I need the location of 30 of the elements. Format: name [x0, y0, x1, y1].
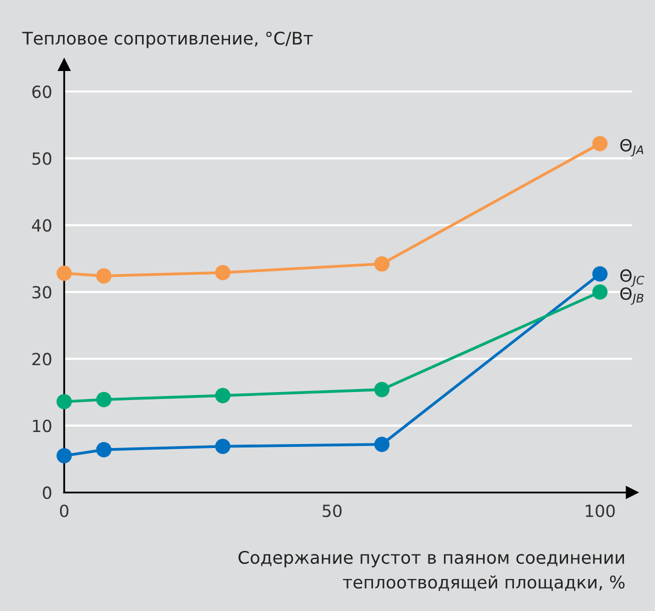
x-axis-title: Содержание пустот в паяном соединении теплоотводящей площадки, %: [238, 550, 625, 591]
y-tick-label: 30: [32, 286, 52, 299]
point: [215, 264, 230, 280]
x-tick-label: 100: [586, 504, 615, 518]
y-tick-label: 0: [42, 486, 52, 500]
series-label: Θ$_{JA}$: [620, 138, 644, 156]
y-tick-label: 60: [32, 85, 52, 98]
point: [592, 136, 608, 152]
point: [592, 284, 608, 300]
point: [96, 392, 112, 408]
series-label: Θ$_{JB}$: [620, 287, 644, 305]
point: [374, 382, 390, 398]
point: [56, 448, 72, 464]
point: [56, 394, 72, 410]
point: [96, 268, 112, 284]
x-tick-label: 0: [60, 504, 68, 518]
point: [215, 388, 230, 404]
y-tick-label: 20: [32, 352, 52, 366]
point: [215, 438, 230, 454]
point: [374, 256, 390, 272]
point: [96, 442, 112, 458]
x-tick-label: 50: [322, 504, 342, 518]
point: [374, 436, 390, 452]
y-tick-label: 50: [32, 152, 52, 165]
y-tick-label: 10: [33, 420, 52, 432]
y-axis-title: Тепловое сопротивление, °C/Вт: [22, 32, 313, 48]
y-tick-label: 40: [32, 219, 52, 232]
series-label: Θ$_{JC}$: [620, 269, 644, 287]
point: [56, 266, 72, 281]
point: [592, 266, 608, 282]
